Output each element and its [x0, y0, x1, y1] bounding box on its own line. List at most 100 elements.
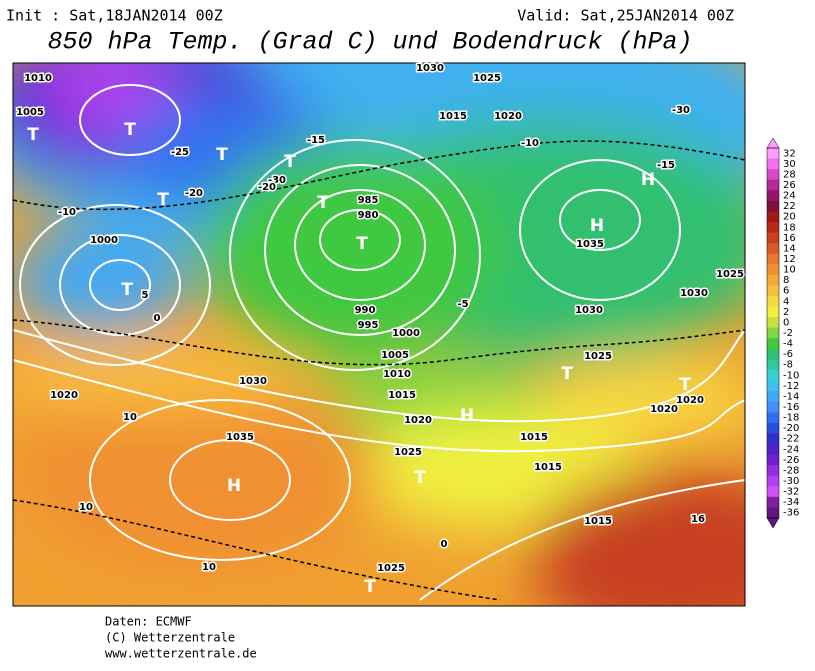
map-label: 1020 [50, 390, 78, 401]
color-swatch [767, 148, 779, 160]
colorbar-label: -28 [783, 465, 799, 476]
colorbar-label: 26 [783, 180, 796, 191]
color-swatch [767, 306, 779, 318]
colorbar-label: -30 [783, 476, 799, 487]
color-swatch [767, 465, 779, 477]
map-marker: T [27, 125, 39, 145]
colorbar-label: 8 [783, 275, 789, 286]
map-label: 1005 [16, 107, 44, 118]
color-swatch [767, 391, 779, 403]
colorbar-frame [766, 147, 780, 519]
map-label: 1015 [520, 432, 548, 443]
colorbar-label: 0 [783, 317, 789, 328]
color-swatch [767, 370, 779, 382]
color-swatch [767, 348, 779, 360]
color-swatch [767, 253, 779, 265]
map-label: 1035 [576, 239, 604, 250]
map-label: 10 [79, 502, 93, 513]
map-marker: T [414, 468, 426, 488]
colorbar-label: 28 [783, 169, 796, 180]
map-marker: H [590, 216, 604, 236]
map-label: 1010 [383, 369, 411, 380]
map-label: -15 [657, 160, 675, 171]
color-swatch [767, 264, 779, 276]
map-label: 1025 [584, 351, 612, 362]
colorbar-label: -26 [783, 455, 799, 466]
footer-line: Daten: ECMWF [105, 615, 192, 629]
init-time: Init : Sat,18JAN2014 00Z [6, 7, 223, 25]
map-label: 1015 [584, 516, 612, 527]
colorbar-label: 32 [783, 148, 796, 159]
colorbar-label: 2 [783, 307, 789, 318]
map-label: -10 [521, 138, 539, 149]
color-swatch [767, 507, 779, 519]
colorbar-label: 14 [783, 243, 796, 254]
map-label: 0 [441, 539, 448, 550]
colorbar-label: 20 [783, 212, 796, 223]
colorbar-label: -6 [783, 349, 793, 360]
color-swatch [767, 190, 779, 202]
map-marker: T [216, 145, 228, 165]
footer-line: (C) Wetterzentrale [105, 631, 235, 645]
map-label: 1000 [90, 235, 118, 246]
map-label: -20 [185, 188, 203, 199]
map-label: 1030 [680, 288, 708, 299]
color-swatch [767, 475, 779, 487]
colorbar-label: -36 [783, 508, 799, 519]
footer-line: www.wetterzentrale.de [105, 647, 257, 661]
map-label: 1035 [226, 432, 254, 443]
color-swatch [767, 169, 779, 181]
color-swatch [767, 380, 779, 392]
map-marker: H [227, 476, 241, 496]
colorbar-cap-top [766, 137, 780, 149]
colorbar-label: 6 [783, 286, 789, 297]
colorbar-label: -22 [783, 434, 799, 445]
map-label: 1015 [439, 111, 467, 122]
map-marker: T [157, 190, 169, 210]
colorbar-label: 18 [783, 222, 796, 233]
colorbar-label: -12 [783, 381, 799, 392]
map-marker: T [124, 120, 136, 140]
map-label: 1025 [394, 447, 422, 458]
map-label: 1020 [404, 415, 432, 426]
map-label: 1015 [534, 462, 562, 473]
colorbar-label: 10 [783, 265, 796, 276]
map-marker: T [121, 280, 133, 300]
map-label: 995 [358, 320, 379, 331]
color-swatch [767, 179, 779, 191]
map-label: 1020 [676, 395, 704, 406]
map-marker: T [364, 577, 376, 597]
colorbar-label: -4 [783, 339, 793, 350]
colorbar-label: -14 [783, 391, 799, 402]
map-label: 1025 [377, 563, 405, 574]
map-area [13, 63, 745, 606]
map-label: -30 [672, 105, 690, 116]
colorbar-label: 22 [783, 201, 796, 212]
map-label: 1030 [575, 305, 603, 316]
map-label: 1025 [716, 269, 744, 280]
map-marker: T [679, 375, 691, 395]
colorbar-label: 4 [783, 296, 789, 307]
isobars [13, 84, 745, 601]
map-frame [12, 62, 746, 607]
colorbar-cap-bottom [766, 517, 780, 529]
colorbar-label: -16 [783, 402, 799, 413]
map-label: 985 [358, 195, 379, 206]
map-label: 1000 [392, 328, 420, 339]
map-marker: T [317, 193, 329, 213]
map-label: -5 [457, 299, 468, 310]
map-marker: H [460, 406, 474, 426]
valid-time: Valid: Sat,25JAN2014 00Z [517, 7, 734, 25]
color-swatch [767, 444, 779, 456]
map-label: -25 [171, 147, 189, 158]
map-label: 16 [691, 514, 705, 525]
map-label: 1020 [494, 111, 522, 122]
map-label: -10 [58, 207, 76, 218]
isotherms [13, 140, 745, 601]
color-swatch [767, 200, 779, 212]
color-swatch [767, 211, 779, 223]
map-label: -30 [268, 175, 286, 186]
colorbar-label: -24 [783, 444, 799, 455]
